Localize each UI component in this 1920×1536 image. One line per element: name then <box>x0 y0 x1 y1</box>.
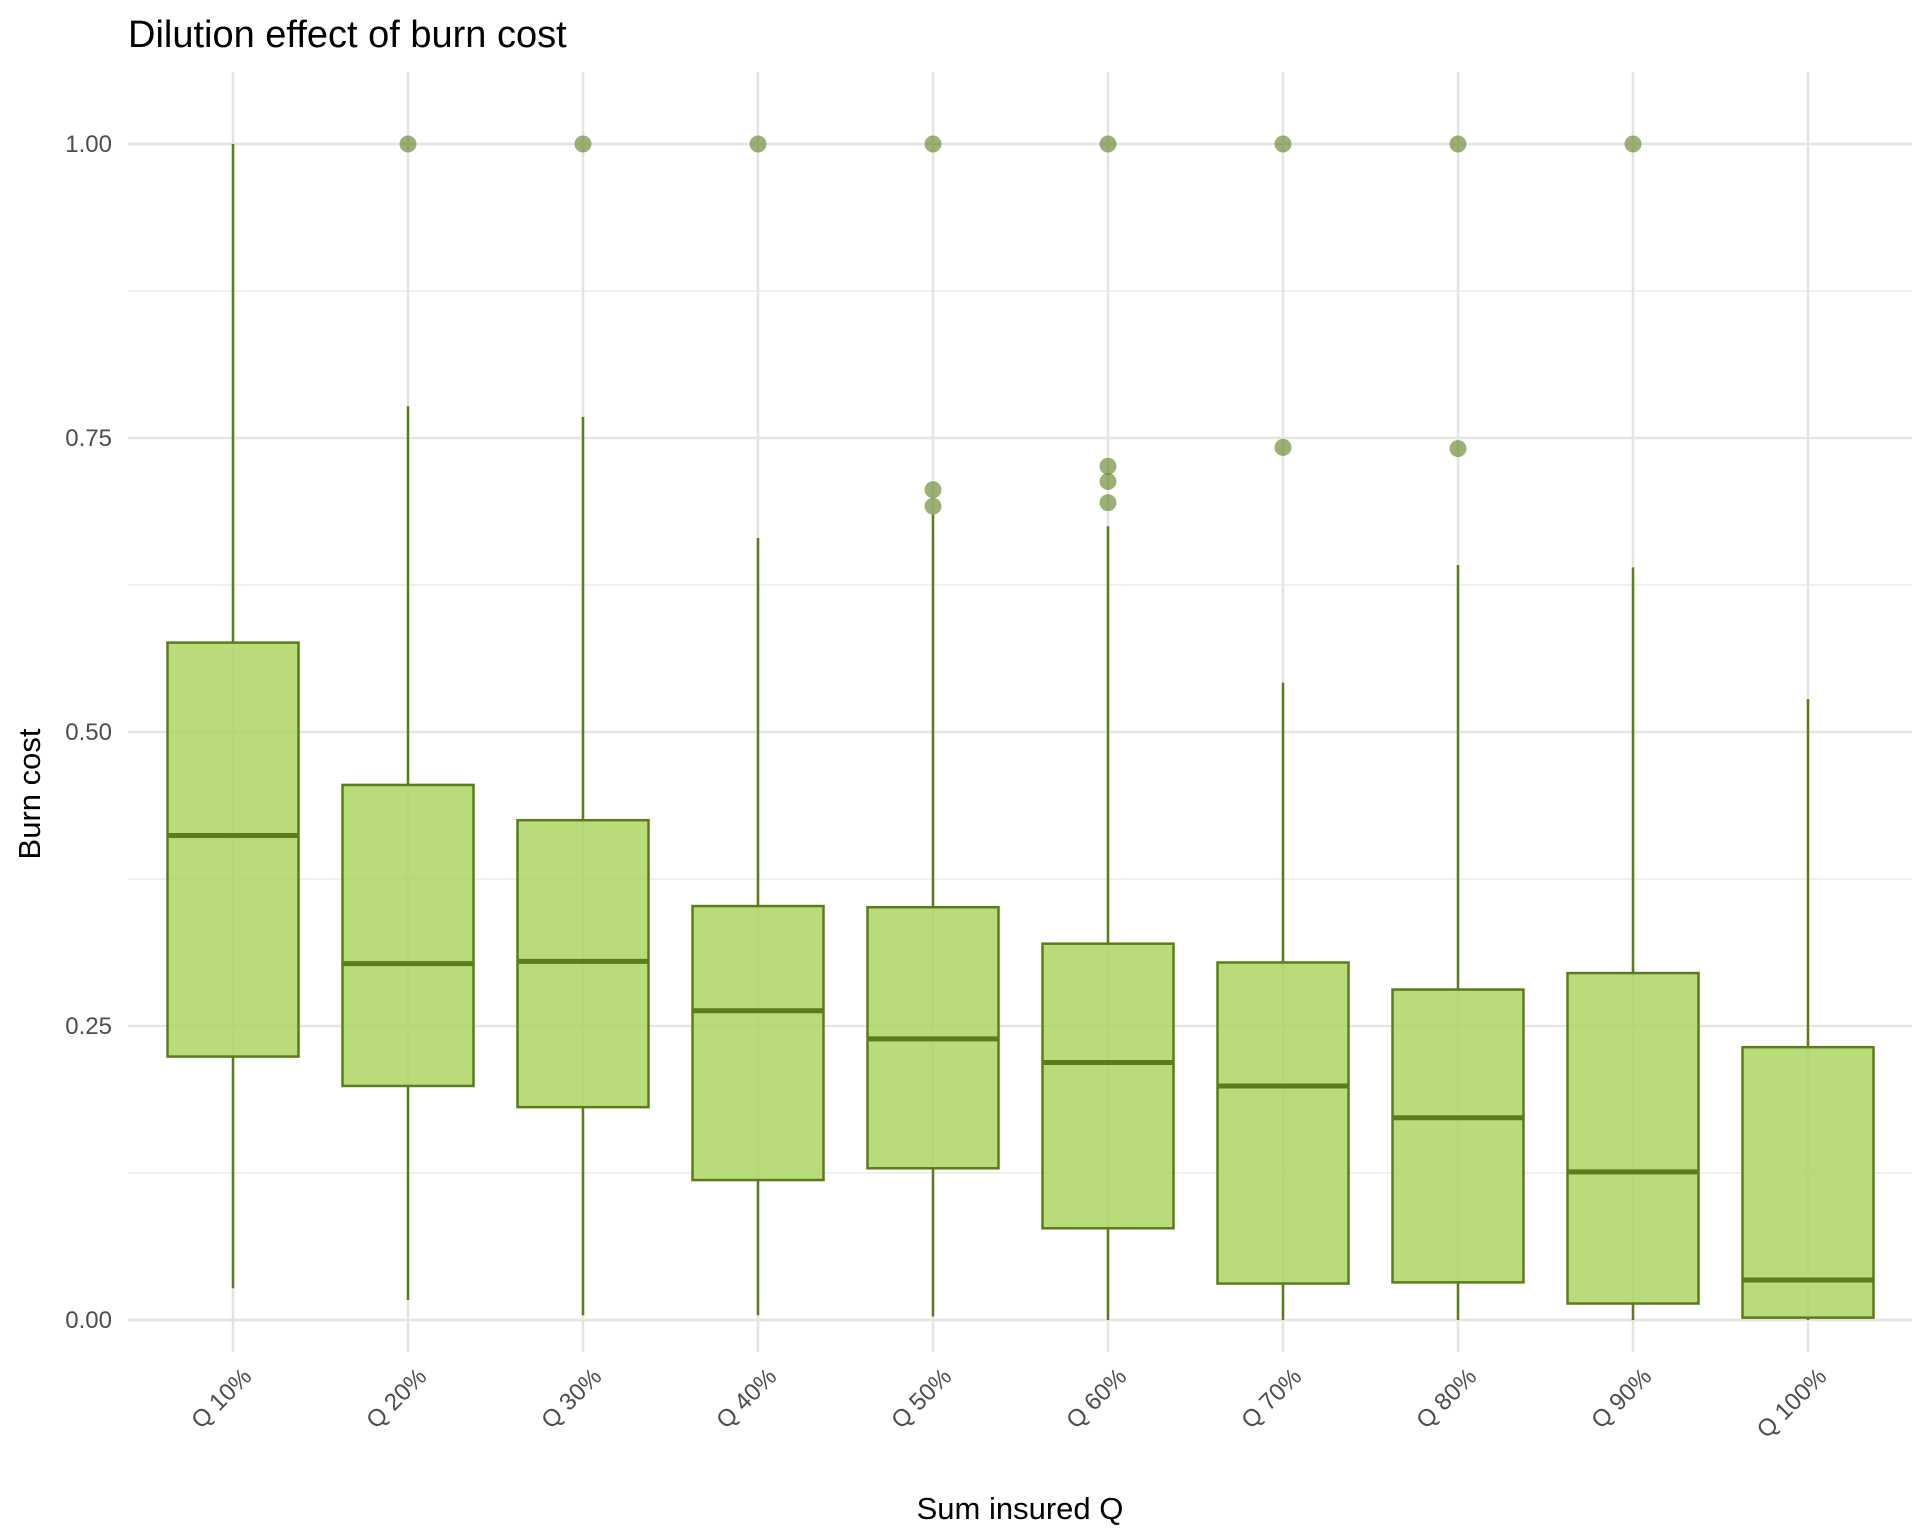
outlier-point <box>574 135 592 153</box>
outlier-point <box>749 135 767 153</box>
y-tick-label: 1.00 <box>65 131 112 158</box>
x-axis-title: Sum insured Q <box>917 1491 1124 1526</box>
x-tick-label: Q 70% <box>1236 1363 1307 1434</box>
outlier-point <box>1274 438 1292 456</box>
box-iqr <box>341 783 475 1088</box>
outlier-point <box>1099 135 1117 153</box>
outlier-point <box>1099 494 1117 512</box>
outlier-point <box>399 135 417 153</box>
outlier-point <box>1274 135 1292 153</box>
box-iqr <box>691 904 825 1182</box>
x-tick-label: Q 90% <box>1586 1363 1657 1434</box>
outlier-point <box>924 135 942 153</box>
x-tick-label: Q 100% <box>1752 1363 1832 1443</box>
box-iqr <box>166 641 300 1058</box>
box-group <box>1741 699 1875 1320</box>
box-iqr <box>1566 971 1700 1305</box>
y-tick-label: 0.00 <box>65 1307 112 1334</box>
y-tick-label: 0.25 <box>65 1013 112 1040</box>
box-group <box>341 135 475 1301</box>
box-group <box>516 135 650 1316</box>
outlier-point <box>1099 457 1117 475</box>
box-group <box>1566 135 1700 1320</box>
x-tick-label: Q 40% <box>711 1363 782 1434</box>
x-tick-label: Q 80% <box>1411 1363 1482 1434</box>
box-group <box>1041 135 1175 1320</box>
x-tick-label: Q 20% <box>361 1363 432 1434</box>
y-tick-label: 0.75 <box>65 425 112 452</box>
y-axis-title: Burn cost <box>12 728 47 859</box>
x-tick-label: Q 30% <box>536 1363 607 1434</box>
box-group <box>1391 135 1525 1320</box>
chart-title: Dilution effect of burn cost <box>128 14 567 56</box>
outlier-point <box>1449 440 1467 458</box>
box-group <box>866 135 1000 1317</box>
box-iqr <box>1216 961 1350 1285</box>
boxes <box>166 135 1875 1320</box>
outlier-point <box>924 497 942 515</box>
y-tick-label: 0.50 <box>65 719 112 746</box>
box-group <box>1216 135 1350 1320</box>
x-tick-label: Q 50% <box>886 1363 957 1434</box>
box-iqr <box>1041 942 1175 1230</box>
x-axis-ticks: Q 10% Q 20% Q 30% Q 40% Q 50% Q 60% Q 70% Q 80%… <box>186 1363 1832 1443</box>
y-axis-ticks: 0.00 0.25 0.50 0.75 1.00 <box>65 131 112 1334</box>
box-group <box>691 135 825 1316</box>
box-group <box>166 144 300 1289</box>
outlier-point <box>1449 135 1467 153</box>
box-iqr <box>1741 1045 1875 1319</box>
box-iqr <box>1391 988 1525 1284</box>
outlier-point <box>924 481 942 499</box>
outlier-point <box>1099 473 1117 491</box>
outlier-point <box>1624 135 1642 153</box>
x-tick-label: Q 10% <box>186 1363 257 1434</box>
x-tick-label: Q 60% <box>1061 1363 1132 1434</box>
